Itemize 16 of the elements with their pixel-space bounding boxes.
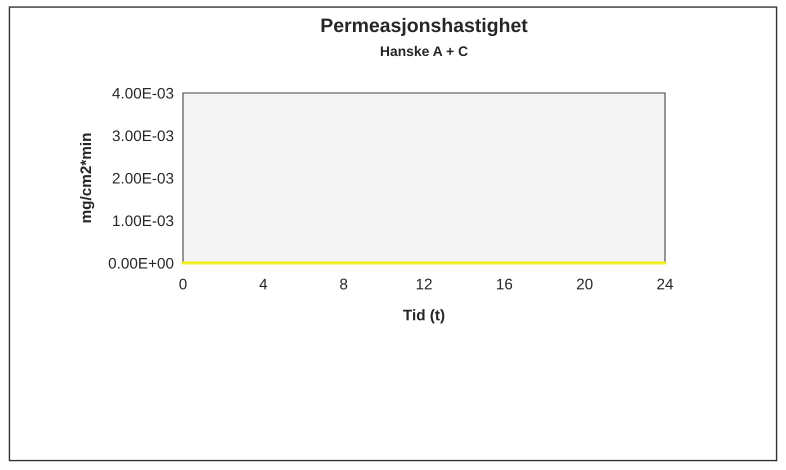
y-axis-title: mg/cm2*min [80, 134, 94, 222]
x-tick-label: 8 [340, 278, 348, 290]
y-tick-label: 2.00E-03 [112, 172, 174, 184]
y-tick-label: 3.00E-03 [112, 130, 174, 142]
x-axis-title: Tid (t) [403, 309, 444, 324]
y-tick-label: 1.00E-03 [113, 215, 174, 226]
chart-subtitle: Hanske A + C [380, 46, 468, 56]
x-tick-label: 0 [179, 278, 187, 290]
chart-title: Permeasjonshastighet [322, 18, 528, 36]
x-tick-label: 20 [576, 278, 593, 290]
x-tick-label: 16 [497, 278, 512, 290]
y-tick-label: 0.00E+00 [108, 258, 174, 269]
y-tick-label: 4.00E-03 [112, 88, 174, 99]
x-tick-label: 4 [259, 278, 268, 290]
x-tick-label: 12 [416, 278, 432, 290]
x-tick-label: 24 [657, 278, 674, 290]
